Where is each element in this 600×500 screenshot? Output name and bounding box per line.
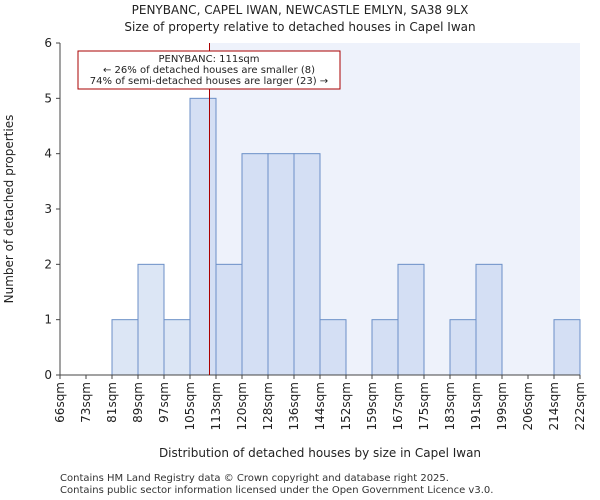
y-tick-label: 1 [44, 313, 52, 327]
chart-title: PENYBANC, CAPEL IWAN, NEWCASTLE EMLYN, S… [131, 3, 469, 17]
histogram-bar [137, 263, 165, 376]
chart-subtitle: Size of property relative to detached ho… [124, 20, 476, 34]
x-tick-label: 167sqm [391, 382, 405, 430]
x-tick-label: 206sqm [521, 382, 535, 430]
histogram-bar [189, 97, 217, 376]
x-tick-label: 105sqm [183, 382, 197, 430]
histogram-bar [215, 263, 243, 376]
y-tick-label: 3 [44, 202, 52, 216]
histogram-bar [293, 153, 321, 376]
histogram-chart: 0 1 2 3 4 5 6 66sqm 73sqm 81sqm 89sqm 97sqm 105sqm 1… [2, 36, 587, 460]
y-tick-label: 4 [44, 147, 52, 161]
annotation-line-3: 74% of semi-detached houses are larger (… [90, 76, 328, 87]
x-tick-label: 89sqm [131, 382, 145, 423]
x-axis-label: Distribution of detached houses by size … [159, 446, 481, 460]
histogram-bar [163, 319, 191, 376]
y-tick-label: 6 [44, 36, 52, 50]
histogram-bar [267, 153, 295, 376]
x-tick-label: 175sqm [417, 382, 431, 430]
x-tick-label: 128sqm [261, 382, 275, 430]
histogram-bar [449, 319, 477, 376]
histogram-bar [397, 263, 425, 376]
x-tick-label: 73sqm [79, 382, 93, 423]
histogram-bar [319, 319, 347, 376]
histogram-bar [111, 319, 139, 376]
histogram-bar [553, 319, 581, 376]
histogram-bar [241, 153, 269, 376]
x-tick-label: 136sqm [287, 382, 301, 430]
histogram-bar [371, 319, 399, 376]
x-tick-label: 97sqm [157, 382, 171, 423]
x-tick-label: 113sqm [209, 382, 223, 430]
y-tick-label: 5 [44, 91, 52, 105]
x-tick-label: 159sqm [365, 382, 379, 430]
annotation-line-2: ← 26% of detached houses are smaller (8) [103, 65, 315, 76]
histogram-bar [475, 263, 503, 376]
x-tick-label: 144sqm [313, 382, 327, 430]
x-tick-label: 120sqm [235, 382, 249, 430]
x-tick-label: 183sqm [443, 382, 457, 430]
y-tick-label: 0 [44, 368, 52, 382]
x-tick-label: 222sqm [573, 382, 587, 430]
x-tick-label: 66sqm [53, 382, 67, 423]
x-tick-label: 152sqm [339, 382, 353, 430]
x-tick-label: 214sqm [547, 382, 561, 430]
footer-line-1: Contains HM Land Registry data © Crown c… [60, 473, 449, 484]
annotation-line-1: PENYBANC: 111sqm [158, 54, 259, 65]
y-tick-label: 2 [44, 257, 52, 271]
annotation-frame [77, 50, 341, 90]
x-tick-label: 199sqm [495, 382, 509, 430]
x-tick-label: 191sqm [469, 382, 483, 430]
annotation-box: PENYBANC: 111sqm ← 26% of detached house… [77, 50, 341, 90]
y-axis-label: Number of detached properties [2, 115, 16, 304]
footer-line-2: Contains public sector information licen… [60, 485, 494, 496]
x-tick-label: 81sqm [105, 382, 119, 423]
